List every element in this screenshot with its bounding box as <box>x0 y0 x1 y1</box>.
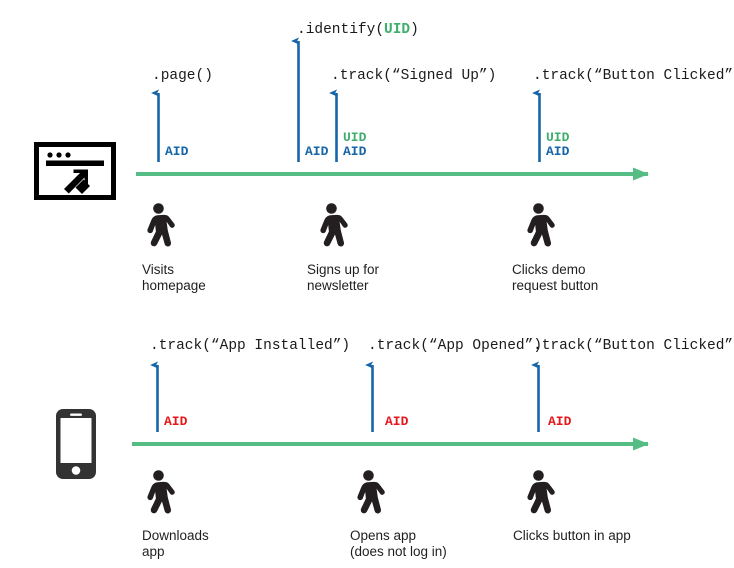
id-tag-aid: AID <box>305 144 329 159</box>
walking-person-icon <box>143 470 177 518</box>
mobile-event-app-opened-arrow <box>365 361 374 432</box>
mobile-event-app-opened-caption: Opens app (does not log in) <box>350 528 447 559</box>
web-event-identify-caption: Signs up for newsletter <box>307 262 380 293</box>
mobile-event-button-clicked-ids: AID <box>548 415 571 429</box>
web-event-signed-up-call: .track(“Signed Up”) <box>331 68 497 84</box>
mobile-timeline <box>132 437 649 451</box>
web-timeline <box>136 167 649 181</box>
id-tag-aid: AID <box>164 414 188 429</box>
walking-person-icon <box>523 470 557 518</box>
walking-person-icon <box>523 203 557 251</box>
mobile-event-app-installed-arrow <box>150 361 159 432</box>
web-event-page-caption: Visits homepage <box>142 262 206 293</box>
mobile-event-app-opened-ids: AID <box>385 415 408 429</box>
web-event-signed-up-ids: UID AID <box>343 131 366 159</box>
identify-uid-arg: UID <box>384 22 411 38</box>
mobile-event-button-clicked-arrow <box>531 361 540 432</box>
web-event-identify-call: .identify(UID) <box>297 22 419 38</box>
smartphone-icon <box>56 409 96 479</box>
web-event-page-call: .page() <box>152 68 213 84</box>
walking-person-icon <box>316 203 350 251</box>
mobile-event-app-installed-ids: AID <box>164 415 187 429</box>
id-tag-aid: AID <box>548 414 572 429</box>
web-event-page-arrow <box>151 89 160 162</box>
web-event-signed-up-arrow <box>329 89 338 162</box>
web-event-button-clicked-ids: UID AID <box>546 131 569 159</box>
web-event-page-ids: AID <box>165 145 188 159</box>
walking-person-icon <box>353 470 387 518</box>
walking-person-icon <box>143 203 177 251</box>
mobile-event-app-installed-caption: Downloads app <box>142 528 209 559</box>
id-tag-aid: AID <box>546 144 570 159</box>
id-tag-uid: UID <box>546 130 570 145</box>
web-event-identify-ids: AID <box>305 145 328 159</box>
mobile-event-app-opened-call: .track(“App Opened”) <box>368 338 543 354</box>
mobile-event-app-installed-call: .track(“App Installed”) <box>150 338 351 354</box>
browser-window-icon <box>34 142 116 200</box>
mobile-event-button-clicked-caption: Clicks button in app <box>513 528 631 543</box>
id-tag-aid: AID <box>343 144 367 159</box>
id-tag-aid: AID <box>165 144 189 159</box>
web-event-button-clicked-arrow <box>532 89 541 162</box>
web-event-identify-arrow <box>291 37 300 162</box>
id-tag-uid: UID <box>343 130 367 145</box>
mobile-event-button-clicked-call: .track(“Button Clicked”) <box>533 338 734 354</box>
web-event-button-clicked-call: .track(“Button Clicked”) <box>533 68 734 84</box>
id-tag-aid: AID <box>385 414 409 429</box>
web-event-button-clicked-caption: Clicks demo request button <box>512 262 599 293</box>
